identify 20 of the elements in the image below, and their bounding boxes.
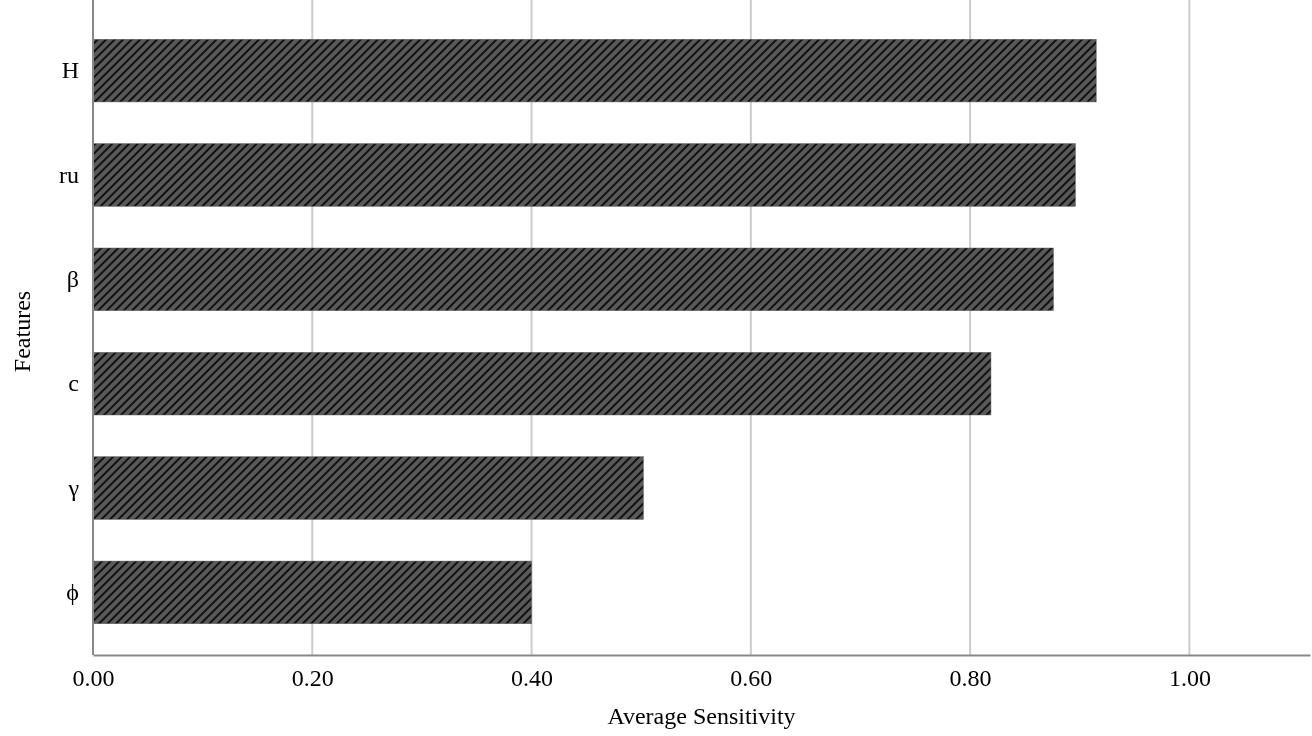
- y-axis-title: Features: [9, 290, 35, 373]
- x-tick-label: 0.40: [511, 665, 554, 692]
- bar: [92, 39, 1097, 103]
- bar: [92, 143, 1076, 207]
- x-tick-label: 1.00: [1168, 665, 1211, 692]
- x-tick-label: 0.20: [291, 665, 334, 692]
- y-tick-label: ru: [59, 161, 79, 188]
- x-tick-label: 0.60: [730, 665, 773, 692]
- y-tick-label: c: [68, 370, 79, 397]
- bar: [92, 247, 1054, 311]
- y-tick-label: β: [66, 266, 79, 292]
- y-tick-label: H: [61, 57, 79, 84]
- bar: [92, 352, 992, 416]
- x-axis-title: Average Sensitivity: [607, 703, 796, 729]
- x-tick-label: 0.80: [949, 665, 992, 692]
- y-tick-label: γ: [67, 474, 80, 501]
- x-tick-label: 0.00: [72, 665, 115, 692]
- bar: [92, 456, 644, 520]
- y-tick-label: ϕ: [66, 579, 79, 606]
- bar: [92, 560, 532, 624]
